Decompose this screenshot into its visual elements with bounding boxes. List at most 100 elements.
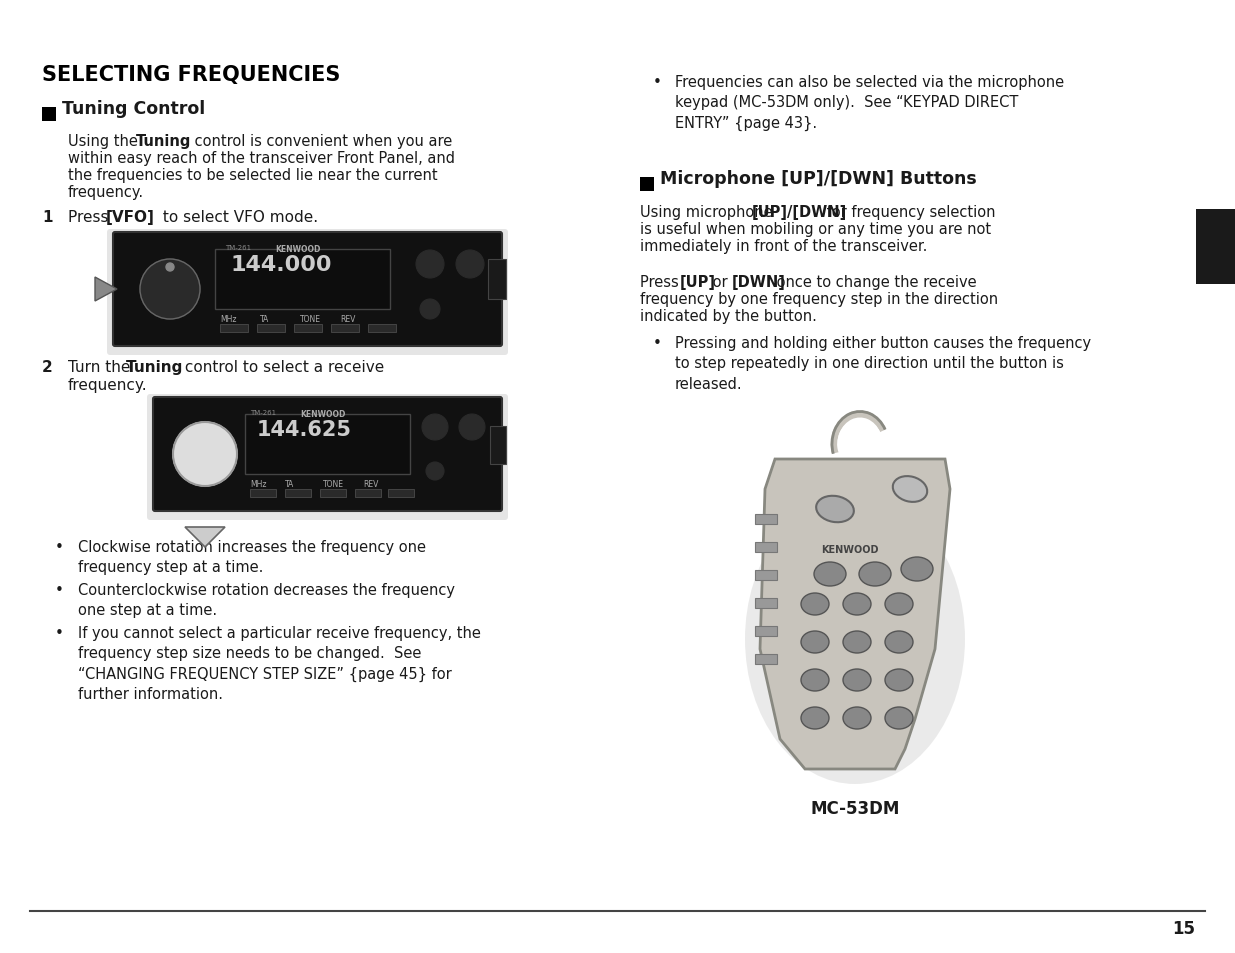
Text: •: •: [56, 582, 64, 598]
Text: Turn the: Turn the: [68, 359, 136, 375]
Text: KENWOOD: KENWOOD: [300, 410, 346, 418]
Text: Tuning: Tuning: [126, 359, 183, 375]
Bar: [755, 655, 777, 664]
Ellipse shape: [816, 497, 853, 522]
Text: MC-53DM: MC-53DM: [810, 800, 899, 817]
Bar: [42, 108, 56, 122]
Ellipse shape: [814, 562, 846, 586]
Text: indicated by the button.: indicated by the button.: [640, 309, 816, 324]
Ellipse shape: [902, 558, 932, 581]
Ellipse shape: [844, 631, 871, 654]
Text: 2: 2: [42, 359, 53, 375]
Text: MHz: MHz: [249, 479, 267, 489]
Text: TONE: TONE: [300, 314, 321, 324]
Ellipse shape: [844, 594, 871, 616]
Bar: [755, 571, 777, 580]
Polygon shape: [760, 459, 950, 769]
Ellipse shape: [844, 669, 871, 691]
Circle shape: [456, 251, 484, 278]
Circle shape: [173, 422, 237, 486]
Ellipse shape: [745, 495, 965, 784]
Bar: [755, 626, 777, 637]
Bar: [640, 178, 655, 192]
Ellipse shape: [802, 631, 829, 654]
Text: or: or: [708, 274, 732, 290]
Text: frequency.: frequency.: [68, 185, 144, 200]
Text: for frequency selection: for frequency selection: [823, 205, 995, 220]
Bar: [388, 490, 414, 497]
Text: to select VFO mode.: to select VFO mode.: [158, 210, 319, 225]
Circle shape: [422, 415, 448, 440]
Text: once to change the receive: once to change the receive: [772, 274, 977, 290]
Ellipse shape: [893, 476, 927, 502]
Ellipse shape: [885, 631, 913, 654]
Text: frequency by one frequency step in the direction: frequency by one frequency step in the d…: [640, 292, 998, 307]
FancyBboxPatch shape: [107, 230, 508, 355]
Text: control is convenient when you are: control is convenient when you are: [190, 133, 452, 149]
Text: Press: Press: [68, 210, 114, 225]
Bar: [755, 542, 777, 553]
Text: TM-261: TM-261: [225, 245, 251, 251]
Bar: [354, 490, 382, 497]
Text: 144.625: 144.625: [257, 419, 352, 439]
Text: •: •: [56, 539, 64, 555]
Text: KENWOOD: KENWOOD: [275, 245, 320, 253]
Text: Frequencies can also be selected via the microphone
keypad (MC-53DM only).  See : Frequencies can also be selected via the…: [676, 75, 1065, 131]
Circle shape: [420, 299, 440, 319]
FancyBboxPatch shape: [112, 233, 501, 347]
Bar: [257, 325, 285, 333]
Text: TM-261: TM-261: [249, 410, 277, 416]
Ellipse shape: [802, 707, 829, 729]
Bar: [249, 490, 275, 497]
Bar: [368, 325, 396, 333]
Polygon shape: [185, 527, 225, 547]
Bar: [215, 250, 390, 310]
Text: Press: Press: [640, 274, 683, 290]
Bar: [245, 415, 410, 475]
Bar: [755, 598, 777, 608]
Text: •: •: [56, 625, 64, 640]
Bar: [294, 325, 322, 333]
FancyBboxPatch shape: [153, 397, 501, 512]
Text: Counterclockwise rotation decreases the frequency
one step at a time.: Counterclockwise rotation decreases the …: [78, 582, 454, 618]
Text: REV: REV: [340, 314, 356, 324]
Text: UP: UP: [899, 479, 913, 489]
Ellipse shape: [885, 669, 913, 691]
Bar: [331, 325, 359, 333]
Circle shape: [416, 251, 445, 278]
FancyBboxPatch shape: [147, 395, 508, 520]
Ellipse shape: [860, 562, 890, 586]
Text: Microphone [UP]/[DWN] Buttons: Microphone [UP]/[DWN] Buttons: [659, 170, 977, 188]
Text: the frequencies to be selected lie near the current: the frequencies to be selected lie near …: [68, 168, 437, 183]
Text: Clockwise rotation increases the frequency one
frequency step at a time.: Clockwise rotation increases the frequen…: [78, 539, 426, 575]
Bar: [1195, 210, 1235, 285]
Text: [UP]: [UP]: [680, 274, 716, 290]
Text: [DWN]: [DWN]: [732, 274, 785, 290]
Ellipse shape: [885, 707, 913, 729]
Circle shape: [426, 462, 445, 480]
Text: 15: 15: [1172, 919, 1195, 937]
Text: SELECTING FREQUENCIES: SELECTING FREQUENCIES: [42, 65, 341, 85]
Text: Using microphone: Using microphone: [640, 205, 777, 220]
Bar: [490, 427, 506, 464]
Text: 3: 3: [1205, 233, 1225, 262]
Bar: [285, 490, 311, 497]
Bar: [755, 515, 777, 524]
Ellipse shape: [802, 594, 829, 616]
Text: is useful when mobiling or any time you are not: is useful when mobiling or any time you …: [640, 222, 992, 236]
Polygon shape: [95, 277, 117, 302]
Text: KENWOOD: KENWOOD: [821, 544, 879, 555]
Text: DWN: DWN: [820, 501, 845, 511]
Ellipse shape: [885, 594, 913, 616]
Text: •: •: [653, 75, 662, 90]
Text: •: •: [653, 335, 662, 351]
Text: TONE: TONE: [324, 479, 345, 489]
Text: Tuning: Tuning: [136, 133, 191, 149]
Ellipse shape: [844, 707, 871, 729]
Circle shape: [140, 260, 200, 319]
Text: [UP]/[DWN]: [UP]/[DWN]: [752, 205, 847, 220]
Text: control to select a receive: control to select a receive: [180, 359, 384, 375]
Text: [VFO]: [VFO]: [106, 210, 154, 225]
Text: TA: TA: [285, 479, 294, 489]
Text: Using the: Using the: [68, 133, 142, 149]
